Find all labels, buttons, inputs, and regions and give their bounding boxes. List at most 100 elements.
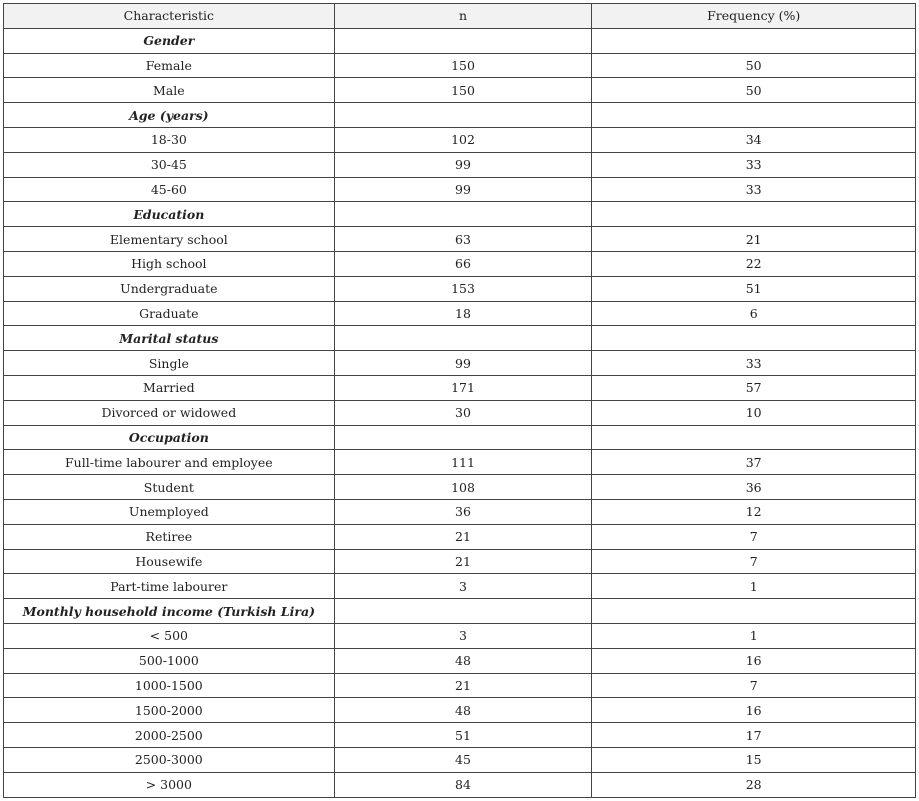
table-row: Unemployed 36 12	[3, 498, 916, 525]
cell-characteristic: Graduate	[3, 300, 335, 327]
cell-n: 63	[333, 226, 593, 252]
cell-characteristic: Student	[3, 474, 335, 500]
cell-frequency: 15	[591, 746, 916, 773]
cell-frequency: 36	[591, 474, 916, 500]
cell-frequency: 7	[591, 548, 916, 575]
table-row: 18-30 102 34	[3, 126, 916, 153]
cell-characteristic: 30-45	[3, 151, 335, 178]
section-row: Education	[3, 201, 916, 228]
cell-characteristic: Full-time labourer and employee	[3, 449, 335, 476]
cell-n: 99	[333, 350, 593, 376]
cell-characteristic: Divorced or widowed	[3, 399, 335, 426]
cell-characteristic: 1000-1500	[3, 672, 335, 699]
cell-frequency: 28	[591, 771, 916, 798]
table-row: 30-45 99 33	[3, 151, 916, 178]
header-characteristic: Characteristic	[3, 3, 335, 29]
table-row: Male 150 50	[3, 77, 916, 104]
cell-frequency: 6	[591, 300, 916, 327]
cell-n: 150	[333, 52, 593, 79]
cell-characteristic: Retiree	[3, 523, 335, 550]
table-row: Married 171 57	[3, 374, 916, 401]
section-row: Monthly household income (Turkish Lira)	[3, 598, 916, 624]
cell-n: 102	[333, 126, 593, 153]
cell-n	[333, 598, 593, 624]
cell-n: 51	[333, 722, 593, 748]
cell-frequency: 51	[591, 275, 916, 302]
cell-n: 111	[333, 449, 593, 476]
table-row: Female 150 50	[3, 52, 916, 79]
cell-n: 150	[333, 77, 593, 104]
cell-frequency: 22	[591, 250, 916, 277]
cell-frequency: 33	[591, 350, 916, 376]
table-row: Housewife 21 7	[3, 548, 916, 575]
cell-characteristic: Gender	[3, 27, 335, 54]
cell-frequency: 17	[591, 722, 916, 748]
cell-characteristic: 1500-2000	[3, 697, 335, 724]
cell-frequency: 1	[591, 622, 916, 649]
table-row: Full-time labourer and employee 111 37	[3, 449, 916, 476]
table-row: Undergraduate 153 51	[3, 275, 916, 302]
cell-frequency	[591, 102, 916, 128]
cell-characteristic: Part-time labourer	[3, 573, 335, 600]
cell-n: 21	[333, 523, 593, 550]
section-row: Gender	[3, 27, 916, 54]
cell-characteristic: Male	[3, 77, 335, 104]
cell-characteristic: < 500	[3, 622, 335, 649]
table-row: Elementary school 63 21	[3, 226, 916, 252]
cell-characteristic: Single	[3, 350, 335, 376]
cell-n: 21	[333, 548, 593, 575]
cell-frequency	[591, 201, 916, 228]
table-row: < 500 3 1	[3, 622, 916, 649]
cell-n: 48	[333, 697, 593, 724]
table-row: Retiree 21 7	[3, 523, 916, 550]
table-row: 2500-3000 45 15	[3, 746, 916, 773]
table-row: 1000-1500 21 7	[3, 672, 916, 699]
table-row: 500-1000 48 16	[3, 647, 916, 674]
cell-characteristic: Education	[3, 201, 335, 228]
table-row: Student 108 36	[3, 474, 916, 500]
table-row: Part-time labourer 3 1	[3, 573, 916, 600]
cell-frequency: 50	[591, 77, 916, 104]
cell-n: 108	[333, 474, 593, 500]
cell-characteristic: Married	[3, 374, 335, 401]
cell-characteristic: 18-30	[3, 126, 335, 153]
cell-n	[333, 27, 593, 54]
section-row: Marital status	[3, 325, 916, 352]
cell-characteristic: Monthly household income (Turkish Lira)	[3, 598, 335, 624]
cell-characteristic: Occupation	[3, 424, 335, 451]
cell-characteristic: Elementary school	[3, 226, 335, 252]
cell-characteristic: Housewife	[3, 548, 335, 575]
cell-characteristic: 500-1000	[3, 647, 335, 674]
cell-frequency	[591, 598, 916, 624]
cell-frequency: 50	[591, 52, 916, 79]
cell-frequency: 12	[591, 498, 916, 525]
demographics-table: Characteristic n Frequency (%) Gender Fem…	[3, 3, 916, 798]
cell-frequency: 57	[591, 374, 916, 401]
cell-frequency: 7	[591, 672, 916, 699]
table-row: High school 66 22	[3, 250, 916, 277]
cell-characteristic: > 3000	[3, 771, 335, 798]
cell-n: 36	[333, 498, 593, 525]
cell-frequency: 34	[591, 126, 916, 153]
cell-n	[333, 201, 593, 228]
section-row: Occupation	[3, 424, 916, 451]
cell-n	[333, 424, 593, 451]
cell-characteristic: Unemployed	[3, 498, 335, 525]
table-row: Graduate 18 6	[3, 300, 916, 327]
header-frequency: Frequency (%)	[591, 3, 916, 29]
cell-characteristic: 2000-2500	[3, 722, 335, 748]
table-row: 2000-2500 51 17	[3, 722, 916, 748]
cell-frequency: 7	[591, 523, 916, 550]
cell-n	[333, 325, 593, 352]
cell-n: 45	[333, 746, 593, 773]
cell-frequency: 16	[591, 697, 916, 724]
cell-n	[333, 102, 593, 128]
table-row: Divorced or widowed 30 10	[3, 399, 916, 426]
cell-characteristic: 45-60	[3, 176, 335, 203]
cell-n: 21	[333, 672, 593, 699]
cell-n: 18	[333, 300, 593, 327]
cell-frequency	[591, 325, 916, 352]
cell-n: 171	[333, 374, 593, 401]
cell-frequency: 10	[591, 399, 916, 426]
header-row: Characteristic n Frequency (%)	[3, 3, 916, 29]
